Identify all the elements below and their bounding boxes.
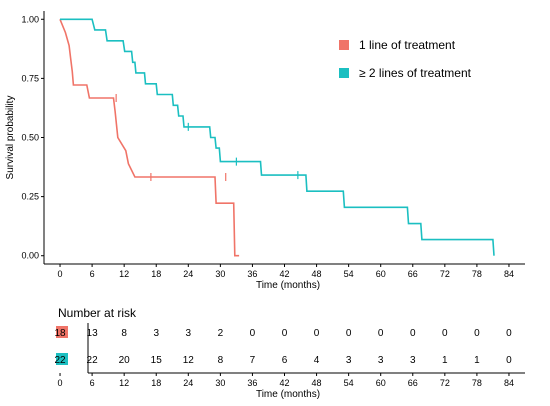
risk-cell: 0 (250, 328, 256, 339)
risk-cell: 13 (87, 328, 99, 339)
risk-cell: 0 (442, 328, 448, 339)
risk-key-one-line (56, 326, 68, 338)
risk-cell: 0 (314, 328, 320, 339)
legend-label-two-lines: ≥ 2 lines of treatment (359, 66, 472, 80)
risk-cell: 3 (378, 355, 384, 366)
risk-cell: 1 (442, 355, 448, 366)
risk-cell: 22 (54, 355, 66, 366)
risk-cell: 0 (346, 328, 352, 339)
risk-cell: 7 (250, 355, 256, 366)
risk-x-tick-label: 18 (151, 378, 161, 388)
x-tick-label: 60 (376, 269, 386, 279)
risk-cell: 0 (506, 355, 512, 366)
risk-x-tick-label: 84 (504, 378, 514, 388)
y-tick-label: 0.25 (21, 192, 39, 202)
risk-cell: 0 (410, 328, 416, 339)
risk-cell: 8 (121, 328, 127, 339)
risk-cell: 0 (474, 328, 480, 339)
y-tick-label: 0.00 (21, 251, 39, 261)
risk-x-tick-label: 12 (119, 378, 129, 388)
risk-x-tick-label: 30 (215, 378, 225, 388)
series-line-two-lines (60, 18, 495, 256)
x-tick-label: 0 (58, 269, 63, 279)
risk-cell: 3 (410, 355, 416, 366)
x-tick-label: 30 (215, 269, 225, 279)
risk-x-tick-label: 60 (376, 378, 386, 388)
risk-x-tick-label: 66 (408, 378, 418, 388)
legend-key-one-line (339, 40, 349, 50)
risk-x-tick-label: 36 (247, 378, 257, 388)
x-tick-label: 36 (247, 269, 257, 279)
risk-cell: 0 (282, 328, 288, 339)
risk-cell: 22 (87, 355, 99, 366)
x-tick-label: 6 (90, 269, 95, 279)
risk-cell: 3 (186, 328, 192, 339)
risk-cell: 2 (218, 328, 224, 339)
risk-cell: 15 (151, 355, 163, 366)
risk-x-axis-title: Time (months) (256, 389, 320, 400)
x-axis-title: Time (months) (256, 280, 320, 291)
risk-x-tick-label: 78 (472, 378, 482, 388)
x-tick-label: 12 (119, 269, 129, 279)
y-tick-label: 1.00 (21, 14, 39, 24)
risk-x-tick-label: 48 (312, 378, 322, 388)
risk-key-two-lines (56, 353, 68, 365)
x-tick-label: 84 (504, 269, 514, 279)
risk-cell: 20 (119, 355, 131, 366)
x-tick-label: 48 (312, 269, 322, 279)
x-axis-ticks: 0 6 12 18 24 30 36 42 48 54 60 66 72 78 84 (58, 264, 514, 279)
risk-table-row-keys (56, 326, 68, 365)
risk-table: Number at risk 18 13 8 3 3 2 0 0 0 0 0 0 0 0 022 22 20 15… (54, 306, 525, 400)
x-tick-label: 72 (440, 269, 450, 279)
risk-x-tick-label: 24 (183, 378, 193, 388)
legend-label-one-line: 1 line of treatment (359, 38, 456, 52)
x-tick-label: 18 (151, 269, 161, 279)
risk-x-tick-label: 6 (90, 378, 95, 388)
risk-table-cells: 18 13 8 3 3 2 0 0 0 0 0 0 0 0 022 22 20 15 12 8 7 6 4 3 3 3 1 1 0 (54, 328, 512, 366)
risk-x-tick-label: 54 (344, 378, 354, 388)
risk-x-axis-ticks: 0 6 12 18 24 30 36 42 48 54 60 66 72 78 84 (58, 373, 514, 388)
x-tick-label: 24 (183, 269, 193, 279)
legend-key-two-lines (339, 68, 349, 78)
x-tick-label: 42 (279, 269, 289, 279)
risk-x-tick-label: 0 (58, 378, 63, 388)
risk-x-tick-label: 72 (440, 378, 450, 388)
x-tick-label: 66 (408, 269, 418, 279)
risk-table-title: Number at risk (58, 306, 137, 320)
risk-cell: 8 (218, 355, 224, 366)
x-tick-label: 78 (472, 269, 482, 279)
risk-cell: 6 (282, 355, 288, 366)
km-plot: 0.00 0.25 0.50 0.75 1.00 0 6 12 18 24 30 36 42 48 54 6… (5, 11, 525, 291)
y-axis-title: Survival probability (5, 96, 16, 180)
risk-x-tick-label: 42 (279, 378, 289, 388)
risk-cell: 12 (183, 355, 195, 366)
x-tick-label: 54 (344, 269, 354, 279)
risk-cell: 3 (153, 328, 159, 339)
risk-cell: 3 (346, 355, 352, 366)
y-axis-ticks: 0.00 0.25 0.50 0.75 1.00 (21, 14, 44, 261)
series-line-one-line (59, 18, 240, 257)
risk-cell: 18 (54, 328, 66, 339)
y-tick-label: 0.75 (21, 73, 39, 83)
risk-cell: 1 (474, 355, 480, 366)
y-tick-label: 0.50 (21, 133, 39, 143)
risk-cell: 0 (506, 328, 512, 339)
risk-cell: 0 (378, 328, 384, 339)
risk-cell: 4 (314, 355, 320, 366)
survival-curves (59, 18, 495, 257)
legend: 1 line of treatment ≥ 2 lines of treatme… (339, 38, 472, 80)
